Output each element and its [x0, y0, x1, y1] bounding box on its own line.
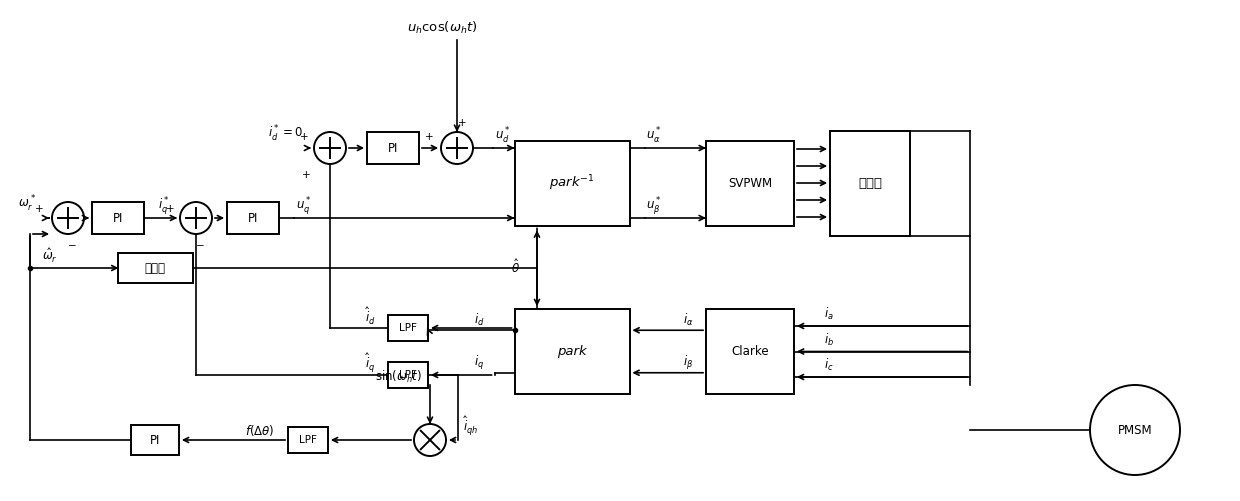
Text: LPF: LPF	[399, 323, 417, 333]
Text: $\sin(\omega_h t)$: $\sin(\omega_h t)$	[374, 369, 422, 385]
Circle shape	[441, 132, 472, 164]
Text: $u_\alpha^*$: $u_\alpha^*$	[646, 126, 662, 146]
Text: $+$: $+$	[35, 202, 43, 213]
Text: SVPWM: SVPWM	[728, 176, 773, 189]
Text: $\hat{\omega}_r$: $\hat{\omega}_r$	[42, 247, 58, 265]
Text: $u_d^*$: $u_d^*$	[495, 126, 511, 146]
Text: $\hat{\theta}$: $\hat{\theta}$	[511, 258, 520, 276]
Text: $park^{-1}$: $park^{-1}$	[549, 173, 595, 193]
Text: Clarke: Clarke	[732, 345, 769, 358]
Text: $i_b$: $i_b$	[825, 332, 835, 348]
Text: $\hat{i}_d$: $\hat{i}_d$	[365, 306, 376, 327]
Bar	[515, 140, 630, 225]
Text: $\hat{i}_{qh}$: $\hat{i}_{qh}$	[463, 414, 479, 437]
Bar	[515, 309, 630, 394]
Bar	[118, 253, 192, 283]
Circle shape	[1090, 385, 1180, 475]
Text: $+$: $+$	[458, 117, 466, 127]
Text: 积分器: 积分器	[145, 262, 165, 275]
Text: $-$: $-$	[67, 239, 77, 249]
Bar	[227, 202, 279, 234]
Bar	[388, 362, 428, 388]
Text: $+$: $+$	[424, 130, 434, 141]
Text: $i_\alpha$: $i_\alpha$	[683, 312, 693, 328]
Text: $f(\Delta\theta)$: $f(\Delta\theta)$	[246, 422, 275, 437]
Text: $i_d$: $i_d$	[474, 312, 485, 328]
Text: $u_q^*$: $u_q^*$	[296, 195, 311, 217]
Text: $\omega_r^*$: $\omega_r^*$	[19, 194, 36, 214]
Bar	[288, 427, 329, 453]
Text: LPF: LPF	[299, 435, 317, 445]
Bar	[830, 130, 910, 235]
Bar	[92, 202, 144, 234]
Bar	[706, 140, 794, 225]
Bar	[388, 315, 428, 341]
Text: $i_a$: $i_a$	[825, 306, 833, 322]
Text: $i_c$: $i_c$	[825, 357, 833, 373]
Text: $+$: $+$	[301, 168, 311, 179]
Text: PMSM: PMSM	[1117, 423, 1152, 436]
Bar	[706, 309, 794, 394]
Text: $i_d^*=0$: $i_d^*=0$	[268, 124, 303, 144]
Text: $-$: $-$	[195, 239, 205, 249]
Text: $u_\beta^*$: $u_\beta^*$	[646, 195, 662, 217]
Text: $+$: $+$	[165, 202, 175, 213]
Circle shape	[314, 132, 346, 164]
Text: PI: PI	[248, 211, 258, 224]
Text: $\hat{i}_q$: $\hat{i}_q$	[365, 352, 376, 374]
Text: $u_h\cos(\omega_h t)$: $u_h\cos(\omega_h t)$	[407, 20, 477, 36]
Text: $i_q^*$: $i_q^*$	[157, 195, 170, 217]
Text: 逆变器: 逆变器	[858, 176, 882, 189]
Text: park: park	[557, 345, 587, 358]
Circle shape	[52, 202, 84, 234]
Text: $+$: $+$	[299, 130, 309, 141]
Text: PI: PI	[150, 433, 160, 446]
Text: $i_q$: $i_q$	[475, 354, 485, 372]
Circle shape	[414, 424, 446, 456]
Bar	[131, 425, 179, 455]
Text: PI: PI	[113, 211, 123, 224]
Circle shape	[180, 202, 212, 234]
Text: $i_\beta$: $i_\beta$	[683, 354, 693, 372]
Text: LPF: LPF	[399, 370, 417, 380]
Bar	[367, 132, 419, 164]
Text: PI: PI	[388, 141, 398, 154]
